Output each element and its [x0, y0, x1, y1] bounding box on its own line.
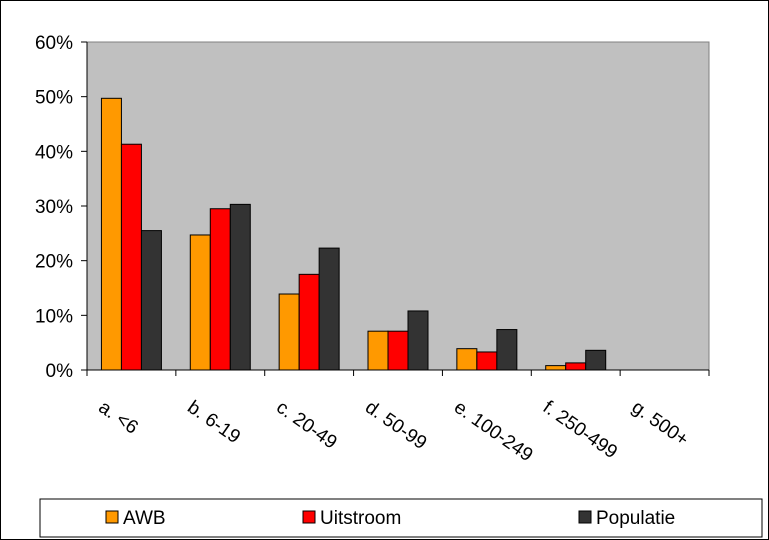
- bar-populatie: [140, 230, 162, 371]
- bar-awb: [100, 97, 122, 371]
- y-tick-label: 0%: [46, 361, 74, 382]
- y-tick-label: 10%: [35, 306, 73, 327]
- legend-label-uitstroom: Uitstroom: [320, 508, 401, 529]
- bar-populatie: [585, 349, 607, 371]
- bar-uitstroom: [209, 208, 231, 371]
- x-category-label: e. 100-249: [450, 397, 536, 466]
- bar-populatie: [318, 247, 340, 371]
- x-category-label: c. 20-49: [272, 397, 340, 454]
- x-category-label: f. 250-499: [539, 397, 621, 463]
- bar-uitstroom: [120, 143, 142, 371]
- y-tick-label: 40%: [35, 142, 73, 163]
- bar-uitstroom: [387, 330, 409, 371]
- bar-awb: [278, 293, 300, 371]
- plot-area: [86, 41, 710, 371]
- legend-swatch-populatie: [578, 510, 592, 524]
- bar-uitstroom: [476, 351, 498, 371]
- x-category-label: g. 500+: [628, 397, 692, 451]
- bar-uitstroom: [298, 273, 320, 371]
- legend-label-populatie: Populatie: [596, 508, 675, 529]
- legend-label-awb: AWB: [123, 508, 166, 529]
- bar-awb: [545, 365, 567, 371]
- y-tick-label: 20%: [35, 252, 73, 273]
- y-tick-label: 50%: [35, 88, 73, 109]
- y-tick-label: 30%: [35, 197, 73, 218]
- x-category-label: b. 6-19: [183, 397, 244, 448]
- bar-awb: [189, 234, 211, 371]
- legend-swatch-uitstroom: [302, 510, 316, 524]
- x-category-label: a. <6: [95, 397, 142, 439]
- y-tick-label: 60%: [35, 33, 73, 54]
- legend-swatch-awb: [105, 510, 119, 524]
- bar-awb: [456, 348, 478, 371]
- legend: [39, 498, 763, 538]
- bar-populatie: [229, 203, 251, 371]
- bar-populatie: [407, 310, 429, 371]
- bar-uitstroom: [565, 362, 587, 371]
- bar-populatie: [496, 329, 518, 371]
- bar-awb: [367, 330, 389, 371]
- x-category-label: d. 50-99: [361, 397, 430, 454]
